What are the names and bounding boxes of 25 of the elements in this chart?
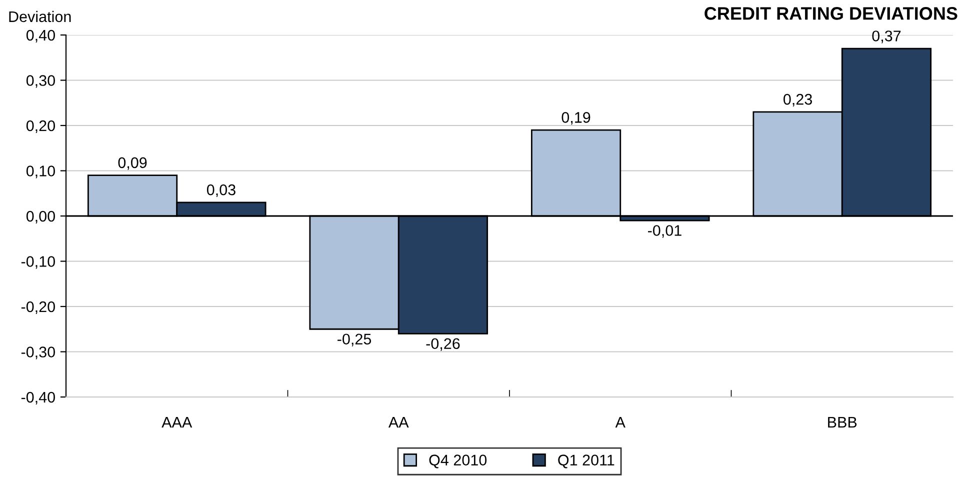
y-tick-label: -0,20: [21, 301, 55, 314]
data-label: 0,09: [118, 157, 147, 170]
legend-label: Q4 2010: [429, 454, 487, 468]
data-label: -0,25: [338, 334, 372, 346]
y-tick-label: 0,40: [26, 30, 55, 42]
x-tick-label: BBB: [828, 417, 857, 428]
x-tick-label: A: [615, 417, 626, 428]
x-tick-label: AAA: [162, 417, 192, 428]
y-tick-label: -0,40: [21, 392, 55, 404]
x-tick-label: AA: [388, 417, 409, 428]
y-tick-label: 0,00: [26, 210, 55, 224]
data-label: 0,03: [206, 184, 236, 198]
chart-title: CREDIT RATING DEVIATIONS: [704, 7, 958, 20]
y-tick-label: 0,10: [26, 166, 55, 178]
data-label: -0,26: [426, 338, 460, 351]
y-tick-label: -0,10: [21, 256, 55, 269]
y-tick-label: 0,20: [26, 120, 55, 133]
legend-label: Q1 2011: [558, 454, 614, 468]
data-label: 0,19: [562, 112, 590, 125]
y-tick-label: 0,30: [26, 75, 55, 88]
y-tick-label: -0,30: [21, 346, 55, 360]
data-label: 0,23: [784, 94, 812, 107]
data-label: 0,37: [872, 30, 901, 44]
y-axis-title: Deviation: [9, 10, 71, 22]
data-label: -0,01: [648, 225, 682, 238]
